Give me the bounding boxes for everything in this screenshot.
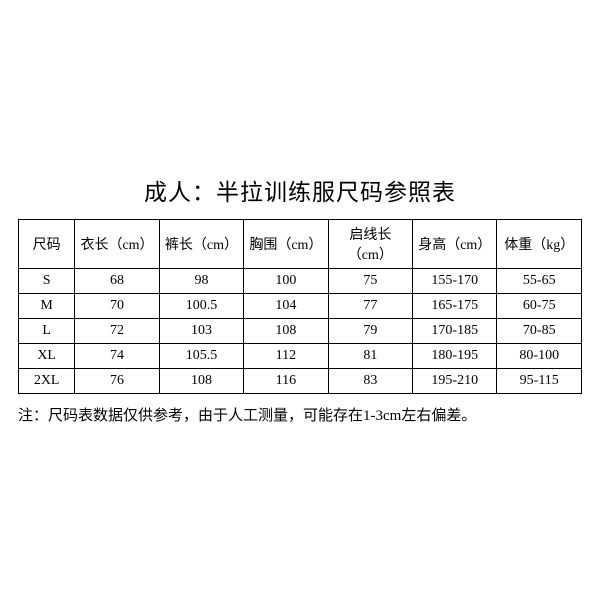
cell: 180-195: [413, 343, 497, 368]
table-row: M 70 100.5 104 77 165-175 60-75: [19, 293, 582, 318]
cell: 68: [75, 268, 159, 293]
table-header-row: 尺码 衣长（cm） 裤长（cm） 胸围（cm） 启线长（cm） 身高（cm） 体…: [19, 219, 582, 268]
cell: 170-185: [413, 318, 497, 343]
cell: L: [19, 318, 75, 343]
cell: 55-65: [497, 268, 582, 293]
cell: 79: [328, 318, 412, 343]
col-header-chest: 胸围（cm）: [244, 219, 328, 268]
cell: 165-175: [413, 293, 497, 318]
cell: 100: [244, 268, 328, 293]
table-body: S 68 98 100 75 155-170 55-65 M 70 100.5 …: [19, 268, 582, 393]
table-row: S 68 98 100 75 155-170 55-65: [19, 268, 582, 293]
cell: S: [19, 268, 75, 293]
cell: M: [19, 293, 75, 318]
table-row: L 72 103 108 79 170-185 70-85: [19, 318, 582, 343]
cell: 100.5: [159, 293, 243, 318]
cell: 75: [328, 268, 412, 293]
size-chart-table: 尺码 衣长（cm） 裤长（cm） 胸围（cm） 启线长（cm） 身高（cm） 体…: [18, 219, 582, 394]
col-header-weight: 体重（kg）: [497, 219, 582, 268]
cell: 112: [244, 343, 328, 368]
cell: 81: [328, 343, 412, 368]
col-header-size: 尺码: [19, 219, 75, 268]
cell: 108: [244, 318, 328, 343]
footnote: 注：尺码表数据仅供参考，由于人工测量，可能存在1-3cm左右偏差。: [18, 404, 582, 428]
cell: 2XL: [19, 368, 75, 393]
cell: 60-75: [497, 293, 582, 318]
cell: 155-170: [413, 268, 497, 293]
cell: 70-85: [497, 318, 582, 343]
cell: 98: [159, 268, 243, 293]
cell: 103: [159, 318, 243, 343]
col-header-pants: 裤长（cm）: [159, 219, 243, 268]
cell: 72: [75, 318, 159, 343]
cell: 195-210: [413, 368, 497, 393]
cell: 83: [328, 368, 412, 393]
cell: 116: [244, 368, 328, 393]
table-row: XL 74 105.5 112 81 180-195 80-100: [19, 343, 582, 368]
cell: 80-100: [497, 343, 582, 368]
cell: 95-115: [497, 368, 582, 393]
cell: 77: [328, 293, 412, 318]
cell: 104: [244, 293, 328, 318]
cell: XL: [19, 343, 75, 368]
table-row: 2XL 76 108 116 83 195-210 95-115: [19, 368, 582, 393]
table-title: 成人：半拉训练服尺码参照表: [18, 173, 582, 207]
cell: 76: [75, 368, 159, 393]
cell: 70: [75, 293, 159, 318]
cell: 108: [159, 368, 243, 393]
col-header-shoulder: 启线长（cm）: [328, 219, 412, 268]
col-header-length: 衣长（cm）: [75, 219, 159, 268]
col-header-height: 身高（cm）: [413, 219, 497, 268]
cell: 105.5: [159, 343, 243, 368]
cell: 74: [75, 343, 159, 368]
